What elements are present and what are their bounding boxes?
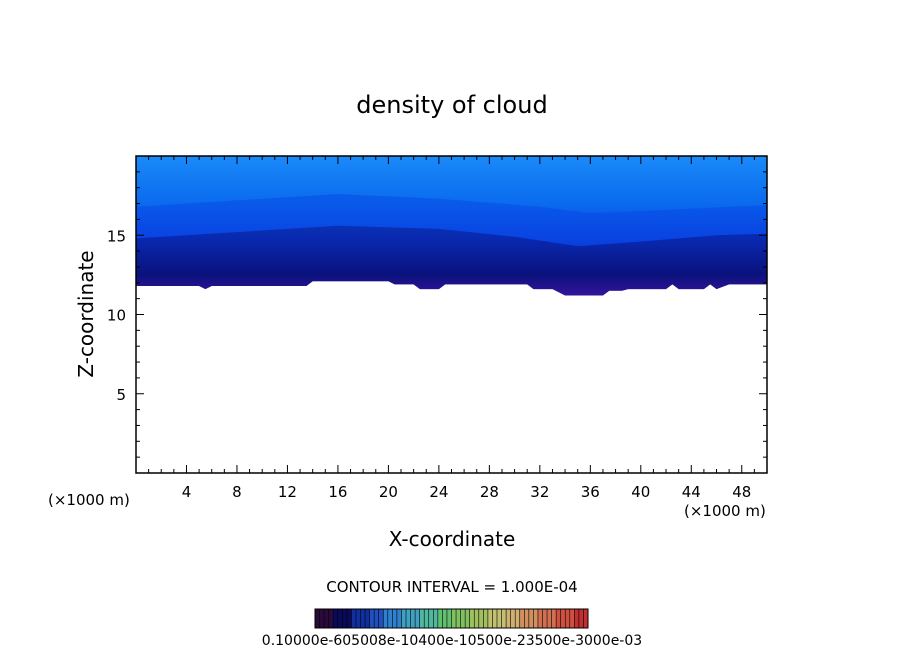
cloud-mid-band (136, 194, 767, 247)
plot-area (136, 156, 767, 473)
colorbar-segment (569, 609, 575, 628)
colorbar-segment (333, 609, 339, 628)
colorbar-segment (442, 609, 448, 628)
x-tick-label: 20 (379, 483, 398, 501)
colorbar-segment (424, 609, 430, 628)
colorbar-segment (428, 609, 434, 628)
colorbar-segment (478, 609, 484, 628)
colorbar-segment (565, 609, 571, 628)
x-unit-right: (×1000 m) (684, 502, 766, 520)
x-tick-label: 44 (682, 483, 701, 501)
colorbar-segment (319, 609, 325, 628)
x-axis-ticks: 4 8 12 16 20 24 28 32 36 40 44 48 (148, 156, 755, 501)
x-tick-label: 36 (581, 483, 600, 501)
cloud-dense-band (136, 225, 767, 296)
colorbar-segment (419, 609, 425, 628)
colorbar-segment (433, 609, 439, 628)
colorbar-segment (519, 609, 525, 628)
colorbar-segment (446, 609, 452, 628)
colorbar-segment (460, 609, 466, 628)
colorbar-segment (537, 609, 543, 628)
colorbar-segment (542, 609, 548, 628)
colorbar-segment (492, 609, 498, 628)
colorbar-segment (497, 609, 502, 628)
x-tick-label: 32 (530, 483, 549, 501)
colorbar-segment (551, 609, 557, 628)
colorbar-segment (328, 609, 334, 628)
y-tick-label: 15 (107, 227, 126, 245)
colorbar-segment (415, 609, 420, 628)
y-tick-label: 5 (116, 386, 126, 404)
colorbar (314, 608, 589, 629)
x-axis-label: X-coordinate (389, 527, 516, 551)
colorbar-segment (392, 609, 398, 628)
contour-interval: CONTOUR INTERVAL = 1.000E-04 (326, 578, 577, 596)
colorbar-segment (560, 609, 566, 628)
colorbar-labels: 0.10000e-605008e-10400e-10500e-23500e-30… (262, 633, 642, 649)
colorbar-segment (365, 609, 370, 628)
colorbar-segment (437, 609, 443, 628)
y-axis-label: Z-coordinate (74, 250, 98, 377)
colorbar-segment (451, 609, 457, 628)
colorbar-segment (369, 609, 375, 628)
colorbar-segment (406, 609, 411, 628)
colorbar-segment (506, 609, 511, 628)
colorbar-segment (556, 609, 561, 628)
colorbar-segment (396, 609, 402, 628)
colorbar-segment (465, 609, 470, 628)
colorbar-segment (355, 609, 361, 628)
colorbar-segment (324, 609, 329, 628)
colorbar-segment (378, 609, 384, 628)
x-unit-left: (×1000 m) (48, 491, 130, 509)
x-tick-label: 24 (429, 483, 448, 501)
colorbar-segment (342, 609, 348, 628)
colorbar-segment (574, 609, 580, 628)
colorbar-segment (524, 609, 530, 628)
colorbar-segment (337, 609, 343, 628)
colorbar-segment (401, 609, 407, 628)
colorbar-segment (346, 609, 352, 628)
colorbar-segment (528, 609, 534, 628)
colorbar-segment (351, 609, 357, 628)
colorbar-segment (515, 609, 521, 628)
x-tick-label: 12 (278, 483, 297, 501)
colorbar-segment (456, 609, 461, 628)
colorbar-segment (483, 609, 489, 628)
colorbar-segment (578, 609, 584, 628)
colorbar-segment (315, 609, 320, 628)
x-tick-label: 48 (732, 483, 751, 501)
colorbar-segment (487, 609, 493, 628)
colorbar-segment (501, 609, 507, 628)
x-tick-label: 16 (328, 483, 347, 501)
colorbar-segment (360, 609, 366, 628)
colorbar-segment (510, 609, 516, 628)
colorbar-segment (533, 609, 539, 628)
x-tick-label: 40 (631, 483, 650, 501)
colorbar-segment (547, 609, 552, 628)
chart-title: density of cloud (356, 91, 547, 119)
colorbar-segment (387, 609, 393, 628)
colorbar-segment (583, 609, 589, 628)
x-tick-label: 8 (232, 483, 242, 501)
colorbar-segment (474, 609, 480, 628)
colorbar-segment (410, 609, 416, 628)
y-tick-label: 10 (107, 307, 126, 325)
x-tick-label: 4 (182, 483, 192, 501)
colorbar-segment (374, 609, 379, 628)
x-tick-label: 28 (480, 483, 499, 501)
y-axis-ticks: 5 10 15 (107, 171, 767, 458)
colorbar-segment (383, 609, 389, 628)
colorbar-segment (469, 609, 475, 628)
colorbar-frame (314, 608, 589, 629)
